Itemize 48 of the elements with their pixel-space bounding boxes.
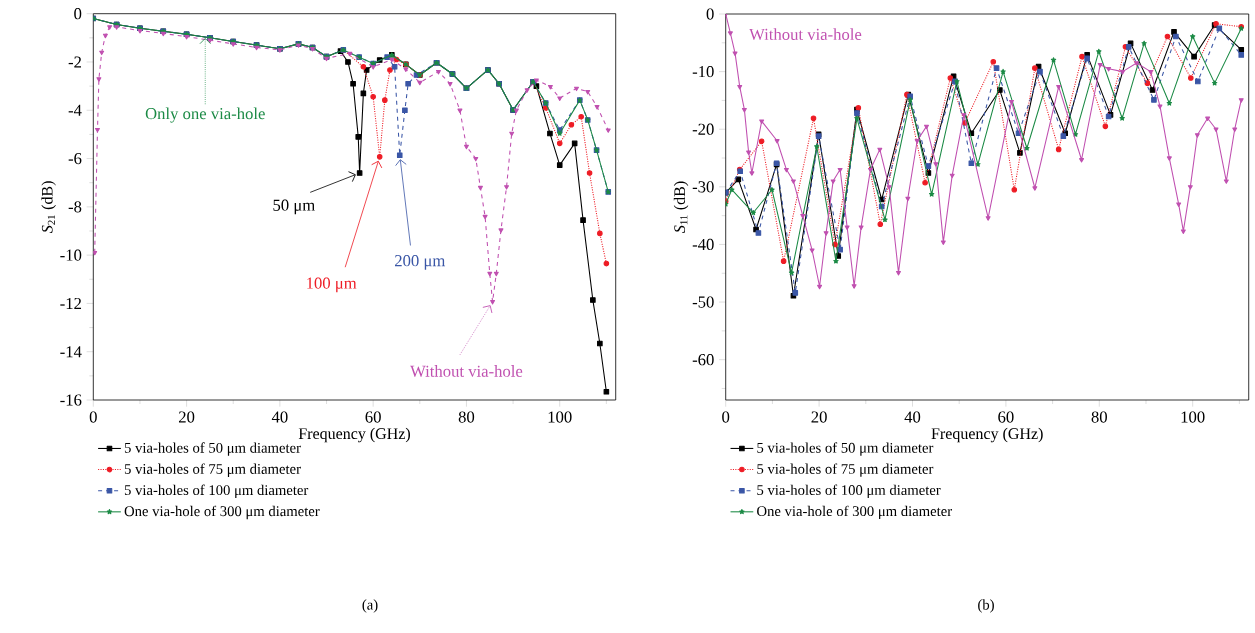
legend-label: 5 via-holes of 50 μm diameter [124,442,301,456]
legend-label: One via-hole of 300 μm diameter [757,505,952,520]
y-tick-label: -14 [60,346,82,358]
x-tick-label: 60 [365,411,381,423]
annotation: Without via-hole [749,28,862,41]
legend-label: 5 via-holes of 100 μm diameter [757,484,941,498]
y-tick-label: -4 [68,104,82,116]
y-axis-title: S$_{11}$ (dB) [673,181,689,233]
annotation: 100 μm [307,277,357,293]
x-axis-title: Frequency (GHz) [298,427,410,443]
x-tick-label: 20 [178,411,195,423]
legend-label: 5 via-holes of 100 μm diameter [124,484,309,499]
x-tick-label: 40 [904,411,921,423]
legend-label: 5 via-holes of 75 μm diameter [124,463,301,477]
legend-label: 5 via-holes of 75 μm diameter [757,463,934,477]
x-tick-label: 60 [998,411,1014,423]
y-tick-label: -60 [692,354,714,366]
x-tick-label: 80 [458,411,475,423]
x-axis-title: Frequency (GHz) [931,427,1043,443]
annotation: Only one via-hole [145,107,265,123]
y-tick-label: -12 [60,297,82,309]
y-tick-label: -2 [68,56,82,68]
y-tick-label: -6 [68,152,82,165]
y-tick-label: -20 [692,123,714,135]
x-tick-label: 20 [811,411,827,423]
x-tick-label: 0 [89,411,97,423]
x-tick-label: 100 [1181,411,1205,423]
x-tick-label: 40 [271,411,288,423]
y-tick-label: -40 [692,238,714,251]
y-tick-label: -10 [692,65,714,78]
x-tick-label: 80 [1091,411,1107,423]
y-tick-label: -30 [692,181,714,193]
y-axis-title: S$_{21}$ (dB) [41,181,56,233]
x-tick-label: 0 [722,411,730,423]
text: (b) [978,599,994,613]
y-tick-label: 0 [74,8,82,20]
text: (a) [362,599,378,613]
y-tick-label: 0 [706,8,714,20]
y-tick-label: -10 [60,249,82,261]
legend-label: 5 via-holes of 50 μm diameter [757,442,934,456]
annotation: 200 μm [395,255,446,270]
x-tick-label: 100 [548,411,572,423]
y-tick-label: -8 [68,201,82,213]
annotation: 50 μm [273,199,315,215]
y-tick-label: -16 [60,394,82,406]
y-tick-label: -50 [692,296,714,308]
legend-label: One via-hole of 300 μm diameter [124,505,320,520]
annotation: Without via-hole [410,365,523,377]
